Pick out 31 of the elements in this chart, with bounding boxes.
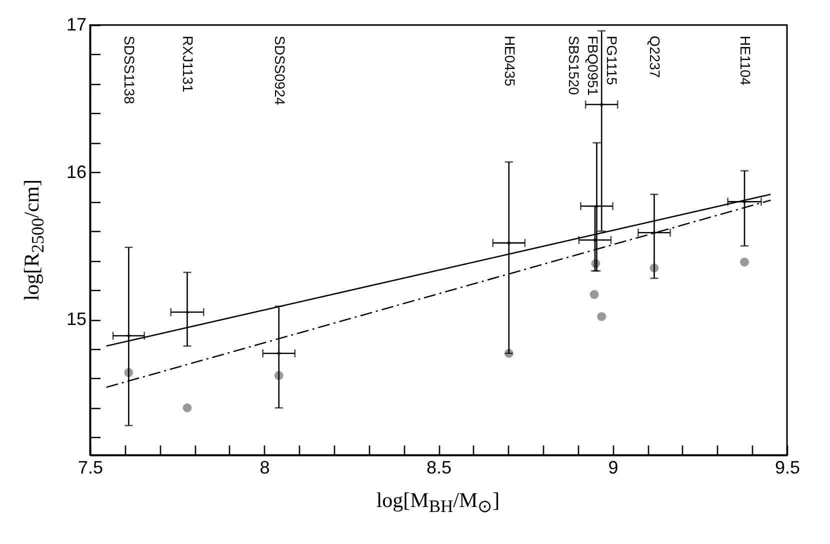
- point: [590, 290, 599, 299]
- annotation: SDSS1138: [122, 36, 138, 104]
- point: [594, 204, 599, 208]
- annotation: FBQ0951: [585, 36, 602, 96]
- annotation: SDSS0924: [272, 36, 288, 106]
- annotation: SBS1520: [566, 36, 582, 96]
- x-tick-label: 7.5: [78, 458, 104, 478]
- x-axis-title: log[M$_{BH}$/M$_{⊙}$]: [376, 488, 500, 518]
- y-tick-label: 16: [66, 162, 86, 182]
- point: [185, 310, 190, 314]
- x-tick-label: 9: [608, 458, 618, 478]
- x-tick-label: 8: [260, 458, 270, 478]
- point: [182, 403, 192, 412]
- point: [600, 102, 604, 106]
- point: [593, 238, 597, 242]
- x-tick-label: 9.5: [774, 458, 800, 478]
- point: [597, 312, 606, 322]
- annotation: Q2237: [647, 36, 664, 78]
- point: [652, 230, 656, 235]
- point: [740, 258, 749, 267]
- point: [126, 334, 131, 338]
- y-tick-label: 17: [66, 14, 86, 34]
- point: [507, 241, 511, 245]
- x-tick-label: 8.5: [426, 458, 452, 478]
- annotation: PG1115: [604, 36, 620, 86]
- point: [277, 352, 281, 356]
- annotation: HE0435: [502, 36, 518, 87]
- annotation: HE1104: [737, 36, 754, 86]
- point: [742, 200, 746, 204]
- annotation: RXJ1131: [180, 36, 196, 93]
- y-tick-label: 15: [66, 309, 86, 330]
